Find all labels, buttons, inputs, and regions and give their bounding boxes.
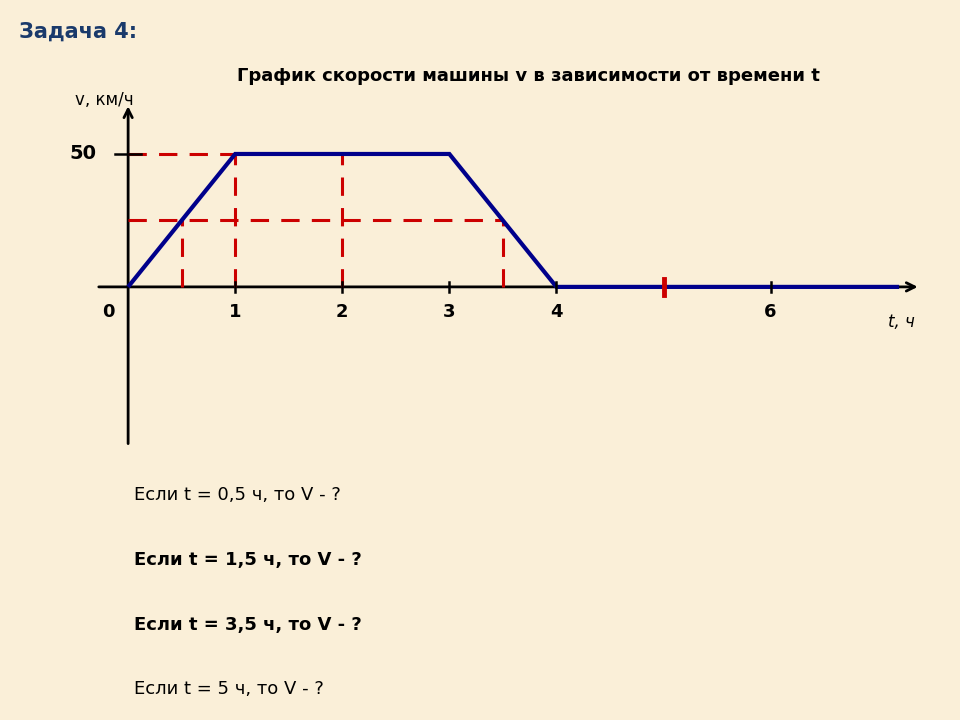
Text: 6: 6 xyxy=(764,303,777,321)
Text: График скорости машины v в зависимости от времени t: График скорости машины v в зависимости о… xyxy=(236,67,820,85)
Text: t, ч: t, ч xyxy=(888,313,915,331)
Text: 4: 4 xyxy=(550,303,563,321)
Text: 0: 0 xyxy=(103,303,115,321)
Text: 50: 50 xyxy=(69,145,96,163)
Text: 1: 1 xyxy=(228,303,242,321)
Text: Задача 4:: Задача 4: xyxy=(19,22,137,42)
Text: Если t = 1,5 ч, то V - ?: Если t = 1,5 ч, то V - ? xyxy=(134,551,362,569)
Text: 3: 3 xyxy=(444,303,456,321)
Text: Если t = 0,5 ч, то V - ?: Если t = 0,5 ч, то V - ? xyxy=(134,486,341,504)
Text: v, км/ч: v, км/ч xyxy=(75,91,133,109)
Text: 2: 2 xyxy=(336,303,348,321)
Text: Если t = 5 ч, то V - ?: Если t = 5 ч, то V - ? xyxy=(134,680,324,698)
Text: Если t = 3,5 ч, то V - ?: Если t = 3,5 ч, то V - ? xyxy=(134,616,362,634)
